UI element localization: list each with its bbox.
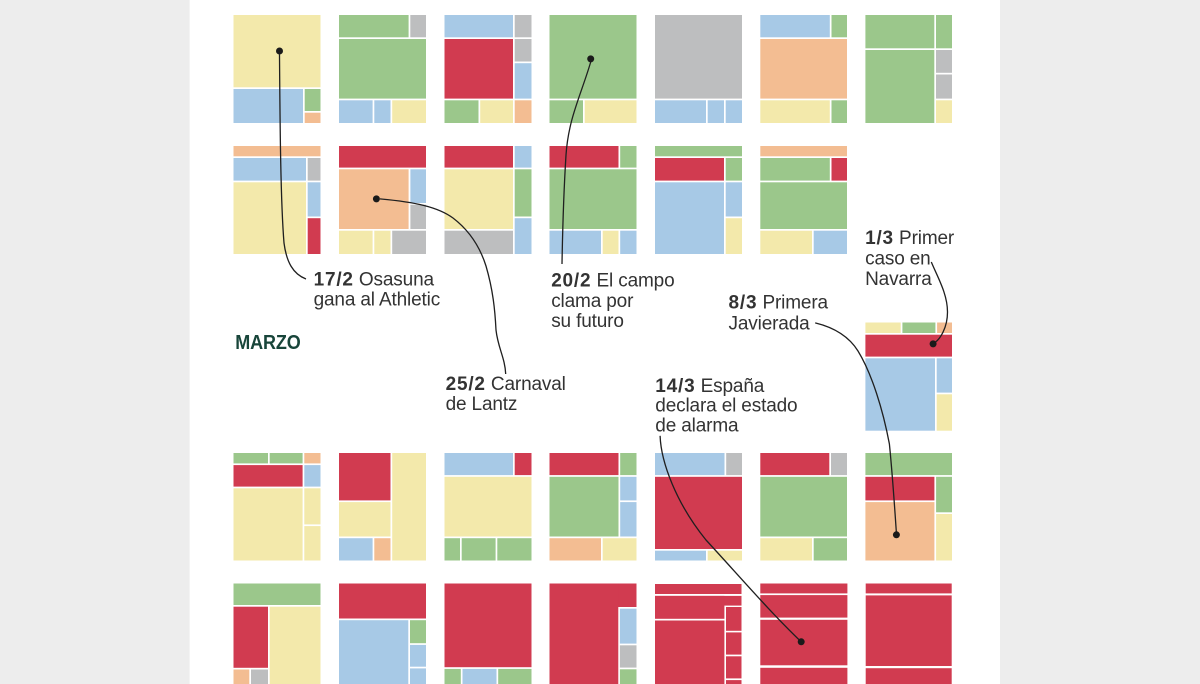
svg-text:caso en: caso en (865, 249, 931, 270)
svg-text:Navarra: Navarra (865, 269, 932, 290)
svg-text:14/3 España: 14/3 España (655, 376, 764, 397)
svg-text:25/2 Carnaval: 25/2 Carnaval (446, 374, 566, 395)
svg-text:17/2 Osasuna: 17/2 Osasuna (314, 270, 435, 291)
svg-text:8/3 Primera: 8/3 Primera (729, 293, 829, 314)
svg-text:de alarma: de alarma (655, 416, 739, 437)
svg-text:declara el estado: declara el estado (655, 396, 797, 417)
svg-text:Javierada: Javierada (729, 313, 811, 334)
svg-text:de Lantz: de Lantz (446, 394, 518, 415)
svg-text:MARZO: MARZO (235, 332, 300, 354)
svg-text:su futuro: su futuro (551, 311, 624, 332)
svg-text:clama por: clama por (551, 291, 634, 312)
svg-text:1/3 Primer: 1/3 Primer (865, 228, 955, 249)
svg-text:gana al Athletic: gana al Athletic (314, 290, 440, 311)
svg-text:20/2 El campo: 20/2 El campo (551, 271, 674, 292)
